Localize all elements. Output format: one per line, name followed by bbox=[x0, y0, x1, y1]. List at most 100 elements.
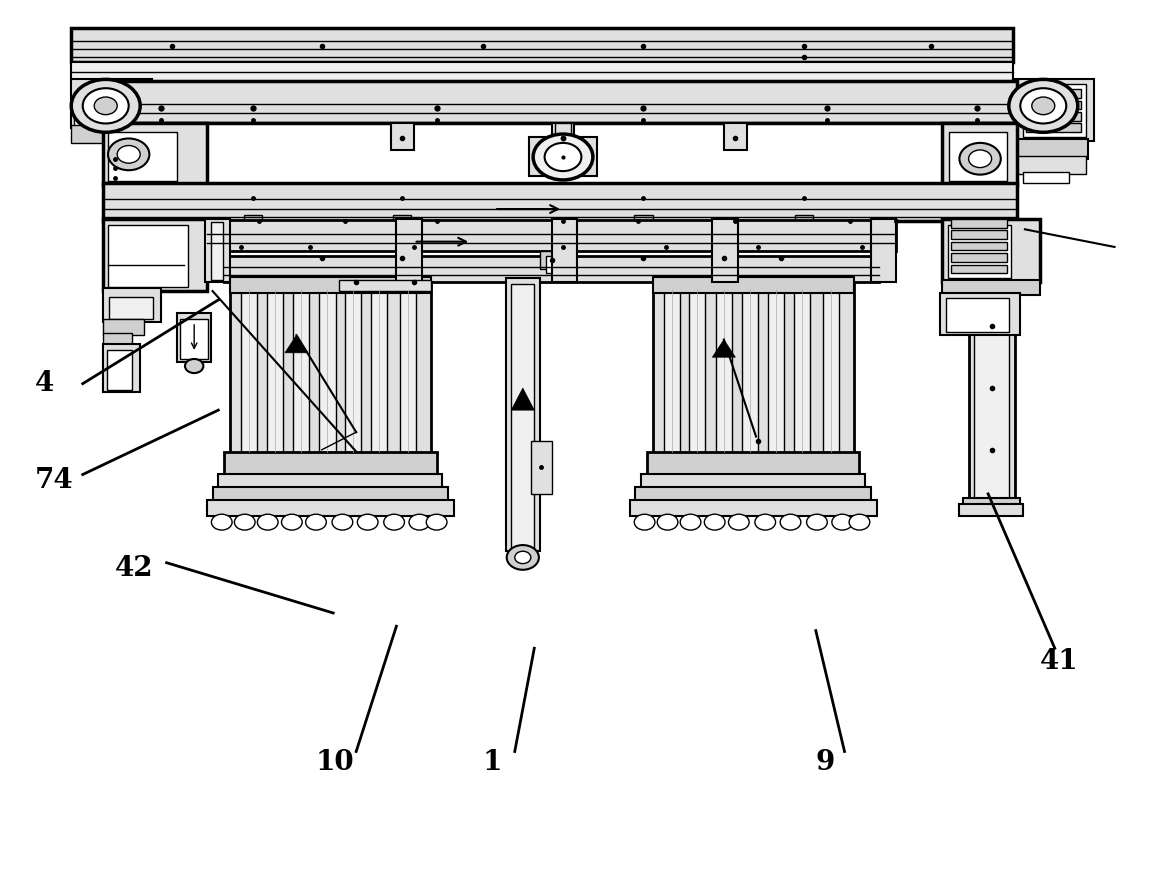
Circle shape bbox=[211, 514, 232, 530]
Bar bbox=[742, 286, 758, 452]
Bar bbox=[391, 123, 414, 150]
Bar bbox=[871, 219, 896, 282]
Circle shape bbox=[409, 514, 430, 530]
Bar bbox=[951, 253, 1007, 262]
Bar bbox=[1023, 172, 1069, 183]
Polygon shape bbox=[712, 340, 735, 357]
Bar bbox=[963, 498, 1020, 507]
Bar bbox=[103, 319, 144, 335]
Circle shape bbox=[507, 545, 539, 570]
Bar bbox=[506, 278, 540, 551]
Bar bbox=[647, 452, 859, 476]
Bar bbox=[948, 294, 1017, 307]
Text: 10: 10 bbox=[316, 750, 355, 776]
Bar bbox=[103, 333, 132, 348]
Bar bbox=[635, 487, 871, 503]
Circle shape bbox=[807, 514, 827, 530]
Bar bbox=[946, 298, 1009, 332]
Bar bbox=[641, 474, 865, 490]
Text: 4: 4 bbox=[34, 370, 54, 397]
Text: 41: 41 bbox=[1040, 648, 1079, 675]
Bar bbox=[213, 487, 448, 503]
Bar bbox=[107, 350, 132, 390]
Circle shape bbox=[83, 88, 129, 123]
Bar bbox=[951, 242, 1007, 250]
Circle shape bbox=[306, 514, 326, 530]
Bar bbox=[529, 137, 597, 176]
Circle shape bbox=[282, 514, 302, 530]
Circle shape bbox=[108, 138, 149, 170]
Bar bbox=[71, 62, 1013, 81]
Bar bbox=[218, 474, 442, 490]
Bar bbox=[103, 344, 140, 392]
Bar bbox=[103, 123, 207, 185]
Bar bbox=[552, 123, 574, 150]
Circle shape bbox=[634, 514, 655, 530]
Bar bbox=[224, 256, 879, 282]
Bar bbox=[103, 219, 207, 291]
Bar bbox=[71, 125, 106, 143]
Bar bbox=[942, 123, 1017, 185]
Text: 42: 42 bbox=[115, 556, 154, 582]
Bar bbox=[951, 219, 1007, 228]
Bar bbox=[531, 441, 552, 494]
Bar bbox=[108, 132, 177, 181]
Circle shape bbox=[117, 146, 140, 163]
Bar bbox=[716, 286, 732, 452]
Bar bbox=[712, 219, 738, 282]
Bar bbox=[942, 280, 1040, 295]
Bar bbox=[230, 277, 431, 293]
Bar bbox=[555, 123, 571, 152]
Bar bbox=[241, 286, 257, 452]
Bar bbox=[948, 225, 1011, 278]
Circle shape bbox=[728, 514, 749, 530]
Bar bbox=[1017, 156, 1086, 174]
Circle shape bbox=[533, 134, 593, 180]
Bar bbox=[205, 219, 230, 282]
Bar bbox=[689, 286, 705, 452]
Bar bbox=[546, 256, 557, 273]
Bar bbox=[969, 273, 1015, 503]
Polygon shape bbox=[511, 388, 534, 410]
Circle shape bbox=[780, 514, 801, 530]
Circle shape bbox=[332, 514, 353, 530]
Bar bbox=[1026, 123, 1081, 132]
Bar bbox=[211, 222, 223, 280]
Bar bbox=[74, 108, 119, 126]
Bar bbox=[400, 286, 416, 452]
Bar bbox=[963, 262, 1020, 275]
Bar bbox=[396, 219, 422, 282]
Bar bbox=[103, 183, 1017, 220]
Bar bbox=[1013, 79, 1094, 141]
Bar bbox=[795, 215, 813, 222]
Bar bbox=[940, 293, 1020, 335]
Bar bbox=[768, 286, 784, 452]
Circle shape bbox=[1032, 97, 1055, 115]
Bar bbox=[319, 286, 336, 452]
Circle shape bbox=[94, 97, 117, 115]
Bar bbox=[653, 282, 854, 454]
Circle shape bbox=[545, 143, 581, 171]
Bar bbox=[951, 265, 1007, 273]
Bar bbox=[71, 79, 152, 128]
Bar bbox=[951, 230, 1007, 239]
Bar bbox=[244, 215, 262, 222]
Text: 9: 9 bbox=[816, 750, 835, 776]
Bar bbox=[794, 286, 810, 452]
Circle shape bbox=[257, 514, 278, 530]
Circle shape bbox=[1009, 79, 1078, 132]
Bar bbox=[103, 182, 155, 192]
Circle shape bbox=[384, 514, 404, 530]
Bar bbox=[393, 215, 411, 222]
Bar bbox=[1026, 101, 1081, 109]
Bar bbox=[71, 28, 1013, 62]
Bar bbox=[103, 81, 1017, 123]
Bar bbox=[339, 280, 431, 291]
Bar bbox=[180, 319, 208, 359]
Circle shape bbox=[969, 150, 992, 168]
Bar bbox=[293, 286, 309, 452]
Bar bbox=[177, 313, 211, 362]
Polygon shape bbox=[285, 335, 308, 353]
Bar bbox=[108, 225, 188, 287]
Circle shape bbox=[357, 514, 378, 530]
